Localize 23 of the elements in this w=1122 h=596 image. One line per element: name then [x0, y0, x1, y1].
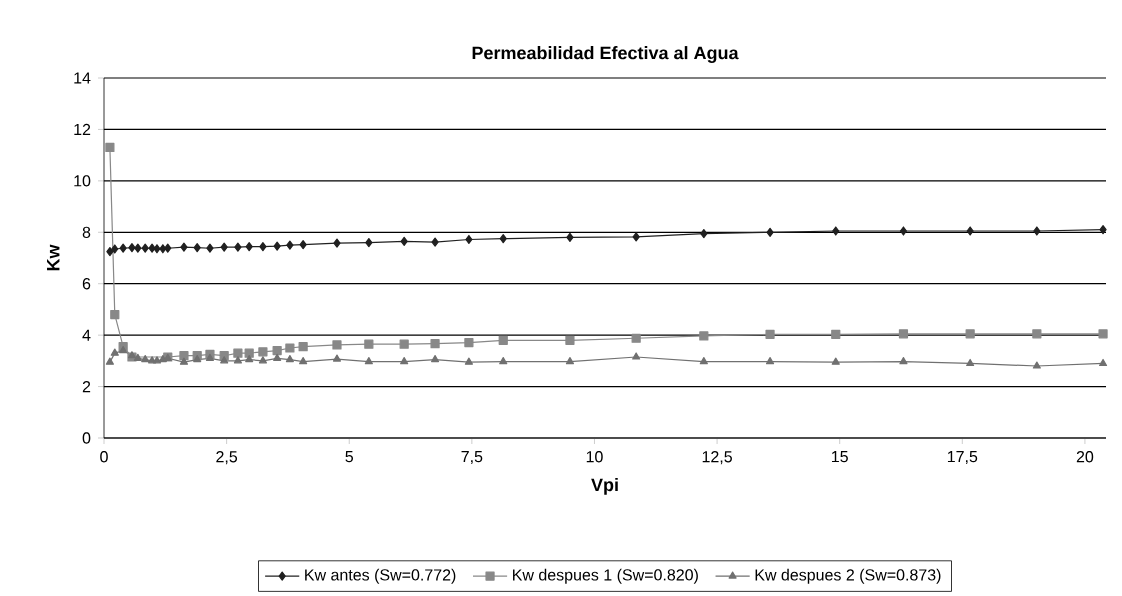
x-tick-label: 15	[832, 451, 848, 463]
y-axis-title: Kw	[47, 244, 60, 271]
y-tick-label: 8	[82, 226, 91, 238]
legend-label: Kw despues 1 (Sw=0.820)	[513, 568, 698, 584]
x-tick-label: 5	[345, 451, 354, 463]
y-tick-label: 14	[74, 72, 91, 84]
y-tick-label: 2	[82, 380, 91, 393]
x-tick-label: 12,5	[702, 451, 732, 465]
x-tick-label: 20	[1076, 451, 1094, 463]
x-tick-label: 0	[100, 451, 108, 463]
legend-label: Kw antes (Sw=0.772)	[305, 568, 456, 584]
y-tick-label: 6	[82, 278, 91, 290]
chart-title: Permeabilidad Efectiva al Agua	[472, 46, 739, 63]
y-tick-label: 0	[82, 432, 91, 444]
x-tick-label: 2,5	[216, 451, 238, 465]
x-tick-label: 7,5	[461, 451, 483, 465]
legend-label: Kw despues 2 (Sw=0.873)	[755, 568, 941, 584]
x-tick-label: 10	[586, 451, 603, 463]
y-tick-label: 4	[82, 329, 91, 341]
x-axis-title: Vpi	[591, 478, 618, 495]
y-tick-label: 12	[74, 123, 91, 136]
x-tick-label: 17,5	[947, 451, 978, 465]
y-tick-label: 10	[74, 175, 91, 187]
